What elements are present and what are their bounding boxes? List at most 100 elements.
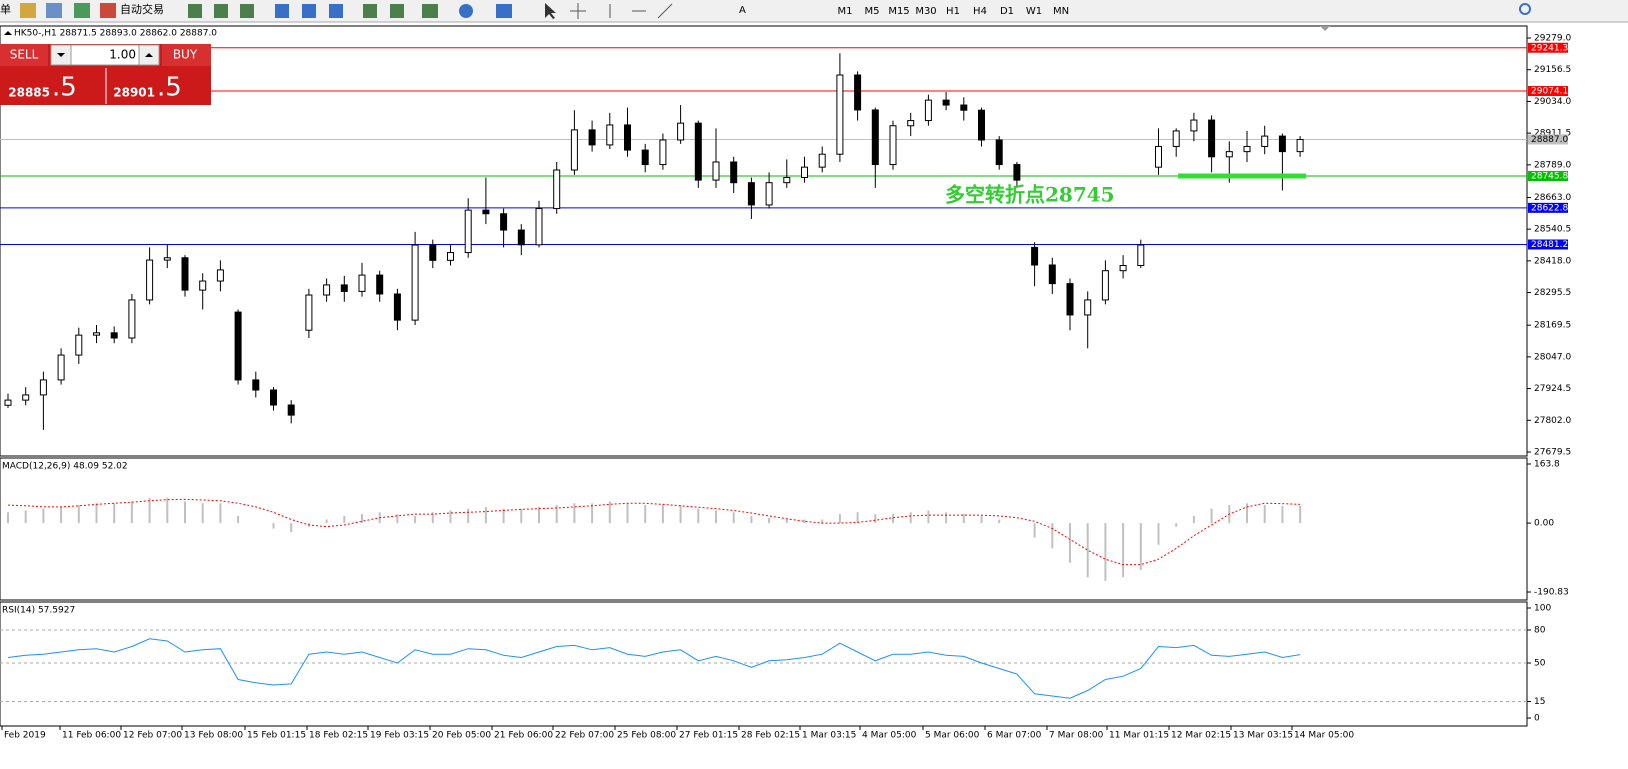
candle-body (924, 99, 932, 122)
timeframes: M1 M5 M15 M30 H1 H4 D1 W1 MN (838, 6, 1070, 17)
tool-icon[interactable] (363, 4, 377, 18)
tool-icon[interactable] (275, 4, 289, 18)
shift-marker (1320, 26, 1330, 31)
sell-button[interactable] (0, 44, 48, 66)
candle-body (1084, 299, 1092, 316)
timeframe-button[interactable]: W1 (1026, 6, 1042, 17)
candle-body (871, 109, 879, 166)
level-tag (1528, 42, 1568, 53)
sell-label[interactable]: SELL (10, 48, 39, 62)
tool-icon[interactable] (214, 4, 228, 18)
x-tick-label: 15 Feb 01:15 (247, 731, 306, 741)
candle-body (535, 208, 543, 246)
candle-body (1119, 265, 1127, 272)
trade-panel: SELL BUY 1.00 28885 .5 28901 .5 (0, 44, 211, 105)
candle-body (765, 182, 773, 206)
candle-body (376, 274, 384, 295)
x-tick-label: 12 Mar 02:15 (1171, 731, 1231, 741)
auto-trade-button[interactable]: 自动交易 (120, 2, 164, 16)
tool-icon[interactable] (496, 4, 512, 18)
level-tag (1528, 171, 1568, 182)
tool-icon[interactable] (188, 4, 202, 18)
candle-body (1031, 246, 1039, 266)
cursor-icon[interactable] (545, 3, 556, 19)
candle-body (39, 379, 47, 396)
candle-body (252, 379, 260, 391)
y-tick-label: 163.8 (1534, 460, 1560, 470)
candle-body (234, 311, 242, 381)
tool-icon[interactable] (302, 4, 316, 18)
text-tool[interactable]: A (739, 5, 746, 16)
candle-body (641, 149, 649, 166)
search-icon[interactable] (1519, 3, 1531, 15)
candle-body (730, 161, 738, 184)
candle-body (1296, 138, 1304, 153)
timeframe-button[interactable]: MN (1053, 6, 1069, 17)
buy-fraction: .5 (157, 73, 182, 103)
candle-body (305, 294, 313, 331)
candle-body (1137, 244, 1145, 267)
candle-body (942, 99, 950, 106)
y-tick-label: 28663.0 (1534, 193, 1571, 203)
y-tick-label: 27679.5 (1534, 448, 1571, 458)
candle-body (93, 332, 100, 336)
timeframe-button[interactable]: H1 (946, 6, 960, 17)
tool-icon[interactable] (240, 4, 254, 18)
rsi-line (7, 638, 1301, 699)
level-label: 29241.3 (1531, 43, 1568, 53)
candle-body (889, 125, 897, 166)
candle-body (1208, 119, 1216, 158)
candle-body (517, 229, 525, 246)
buy-button[interactable] (162, 44, 211, 66)
tool-icon[interactable] (20, 3, 36, 18)
timeframe-button[interactable]: M30 (915, 6, 936, 17)
x-tick-label: 13 Mar 03:15 (1233, 731, 1293, 741)
tool-icon[interactable] (422, 4, 438, 18)
candle-body (4, 399, 12, 406)
y-tick-label: 15 (1534, 697, 1545, 707)
candle-body (1278, 135, 1286, 153)
level-tag (1528, 239, 1568, 250)
x-tick-label: 20 Feb 05:00 (432, 731, 491, 741)
tool-icon[interactable] (390, 4, 404, 18)
sell-price: 28885 (8, 86, 50, 100)
candle-body (128, 299, 136, 339)
macd-title: MACD(12,26,9) 48.09 52.02 (2, 462, 128, 472)
candle-body (712, 161, 720, 181)
timeframe-button[interactable]: M15 (888, 6, 909, 17)
timeframe-button[interactable]: D1 (1000, 6, 1014, 17)
candle-body (181, 257, 189, 291)
candle-body (270, 389, 277, 406)
candle-body (75, 334, 83, 356)
candle-body (553, 169, 561, 210)
candle-body (447, 252, 454, 261)
level-tag (1528, 202, 1568, 213)
tool-icon[interactable] (329, 4, 343, 18)
timeframe-button[interactable]: M5 (865, 6, 880, 17)
candle-body (340, 284, 348, 292)
candle-body (1155, 145, 1162, 168)
lot-value[interactable]: 1.00 (109, 48, 136, 62)
y-tick-label: 50 (1534, 659, 1546, 669)
y-tick-label: 29156.5 (1534, 65, 1571, 75)
level-label: 28887.0 (1531, 135, 1568, 145)
tool-icon[interactable] (459, 4, 473, 18)
x-tick-label: 1 Mar 03:15 (802, 731, 856, 741)
y-tick-label: 28169.5 (1534, 321, 1571, 331)
candle-body (482, 209, 490, 215)
x-tick-label: 18 Feb 02:15 (309, 731, 368, 741)
tool-icon[interactable] (46, 3, 62, 18)
y-tick-label: 0.00 (1534, 519, 1554, 529)
candle-body (110, 332, 118, 339)
tool-icon[interactable] (74, 3, 90, 18)
timeframe-button[interactable]: H4 (973, 6, 987, 17)
timeframe-button[interactable]: M1 (838, 6, 853, 17)
auto-trade-icon[interactable] (100, 3, 116, 18)
rsi-title: RSI(14) 57.5927 (2, 606, 75, 616)
tool-icon[interactable] (657, 3, 673, 19)
candle-body (1261, 135, 1269, 147)
x-tick-label: 6 Mar 07:00 (987, 731, 1042, 741)
rsi-panel (0, 601, 1528, 727)
x-tick-label: 12 Feb 07:00 (123, 731, 182, 741)
buy-label[interactable]: BUY (173, 48, 198, 62)
